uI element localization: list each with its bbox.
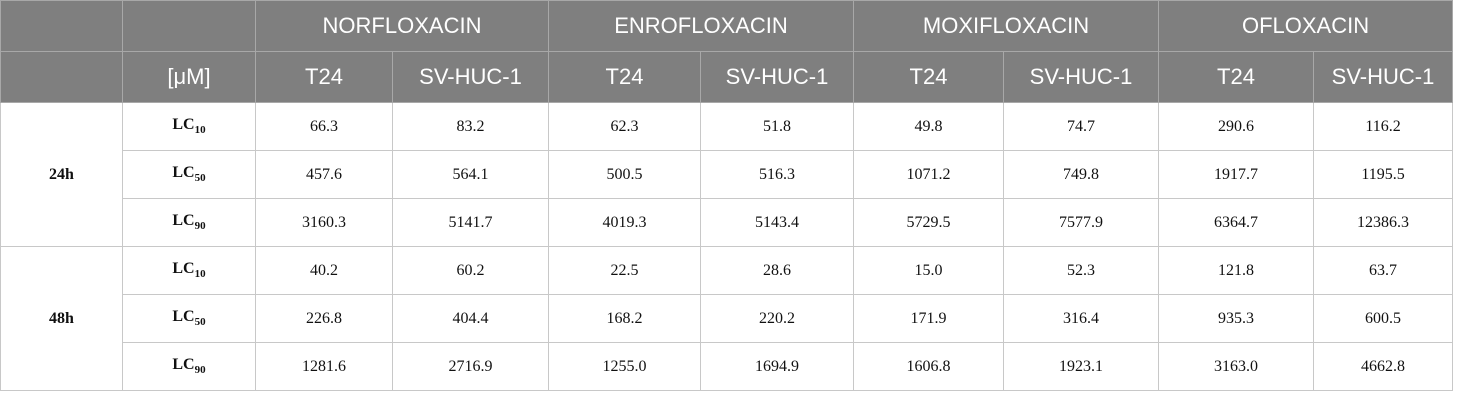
cell-line-header: T24 [255,51,393,103]
cell-line-header: SV-HUC-1 [700,51,855,103]
value-cell: 457.6 [255,150,393,199]
row-label: LC50 [122,150,256,199]
value-cell: 3163.0 [1158,342,1315,391]
value-cell: 116.2 [1313,102,1454,151]
cell-line-header: T24 [1158,51,1315,103]
value-cell: 5143.4 [700,198,855,247]
unit-header: [μM] [122,51,256,103]
data-row: 48h LC10 40.2 60.2 22.5 28.6 15.0 52.3 121.8 63.7 [0,246,1454,391]
cell-line-header: T24 [853,51,1005,103]
value-cell: 6364.7 [1158,198,1315,247]
value-cell: 74.7 [1003,102,1160,151]
data-row: 24h LC10 66.3 83.2 62.3 51.8 49.8 74.7 290.6 116.… [0,102,1454,247]
value-cell: 15.0 [853,246,1005,295]
value-cell: 63.7 [1313,246,1454,295]
value-cell: 1281.6 [255,342,393,391]
value-cell: 4662.8 [1313,342,1454,391]
row-label: LC10 [122,246,256,295]
value-cell: 2716.9 [391,342,550,391]
value-cell: 1917.7 [1158,150,1315,199]
label-base: LC [172,212,195,230]
value-cell: 28.6 [700,246,855,295]
value-cell: 7577.9 [1003,198,1160,247]
value-cell: 5729.5 [853,198,1005,247]
empty-cell [0,0,123,52]
label-base: LC [172,356,195,374]
row-label: LC90 [122,198,256,247]
data-row: LC50 226.8 404.4 168.2 220.2 171.9 316.4 935.3 6… [1,294,1454,343]
value-cell: 404.4 [391,294,550,343]
time-label: 24h [0,102,123,247]
value-cell: 1071.2 [853,150,1005,199]
time-label: 48h [0,246,123,391]
value-cell: 1255.0 [548,342,702,391]
value-cell: 316.4 [1003,294,1160,343]
value-cell: 749.8 [1003,150,1160,199]
value-cell: 60.2 [391,246,550,295]
value-cell: 1923.1 [1003,342,1160,391]
value-cell: 226.8 [255,294,393,343]
value-cell: 3160.3 [255,198,393,247]
drug-header: NORFLOXACIN [254,0,550,52]
value-cell: 1694.9 [700,342,855,391]
value-cell: 66.3 [255,102,393,151]
value-cell: 1195.5 [1313,150,1454,199]
value-cell: 500.5 [548,150,702,199]
value-cell: 62.3 [548,102,702,151]
label-subscript: 90 [194,364,206,377]
value-cell: 935.3 [1158,294,1315,343]
value-cell: 49.8 [853,102,1005,151]
data-row: LC90 3160.3 5141.7 4019.3 5143.4 5729.5 7577.9… [1,198,1454,247]
value-cell: 516.3 [700,150,855,199]
label-subscript: 50 [194,172,206,185]
row-label: LC90 [122,342,256,391]
empty-cell [122,0,256,52]
label-base: LC [172,260,195,278]
label-base: LC [172,116,195,134]
value-cell: 121.8 [1158,246,1315,295]
cell-line-header: T24 [548,51,702,103]
drug-header: MOXIFLOXACIN [853,0,1160,52]
value-cell: 51.8 [700,102,855,151]
cell-line-header: SV-HUC-1 [1313,51,1454,103]
value-cell: 290.6 [1158,102,1315,151]
label-subscript: 10 [194,124,206,137]
label-base: LC [172,308,195,326]
data-row: LC50 457.6 564.1 500.5 516.3 1071.2 749.8 1917.… [1,150,1454,199]
value-cell: 171.9 [853,294,1005,343]
cell-line-header: SV-HUC-1 [391,51,550,103]
value-cell: 5141.7 [391,198,550,247]
data-row: LC90 1281.6 2716.9 1255.0 1694.9 1606.8 1923.1… [1,342,1454,391]
data-table: NORFLOXACIN ENROFLOXACIN MOXIFLOXACIN OFLOX… [0,0,1454,391]
drug-header: OFLOXACIN [1158,0,1454,52]
header-row: NORFLOXACIN ENROFLOXACIN MOXIFLOXACIN OFLOX… [0,0,1454,52]
value-cell: 600.5 [1313,294,1454,343]
label-subscript: 90 [194,220,206,233]
value-cell: 52.3 [1003,246,1160,295]
row-label: LC10 [122,102,256,151]
value-cell: 12386.3 [1313,198,1454,247]
label-subscript: 50 [194,316,206,329]
value-cell: 564.1 [391,150,550,199]
header-row: [μM] T24 SV-HUC-1 T24 SV-HUC-1 T24 SV-HUC-1 T24… [0,51,1454,103]
row-label: LC50 [122,294,256,343]
value-cell: 40.2 [255,246,393,295]
empty-cell [0,51,123,103]
value-cell: 1606.8 [853,342,1005,391]
label-subscript: 10 [194,268,206,281]
label-base: LC [172,164,195,182]
value-cell: 22.5 [548,246,702,295]
value-cell: 220.2 [700,294,855,343]
drug-header: ENROFLOXACIN [548,0,855,52]
value-cell: 83.2 [391,102,550,151]
cell-line-header: SV-HUC-1 [1003,51,1160,103]
value-cell: 4019.3 [548,198,702,247]
value-cell: 168.2 [548,294,702,343]
